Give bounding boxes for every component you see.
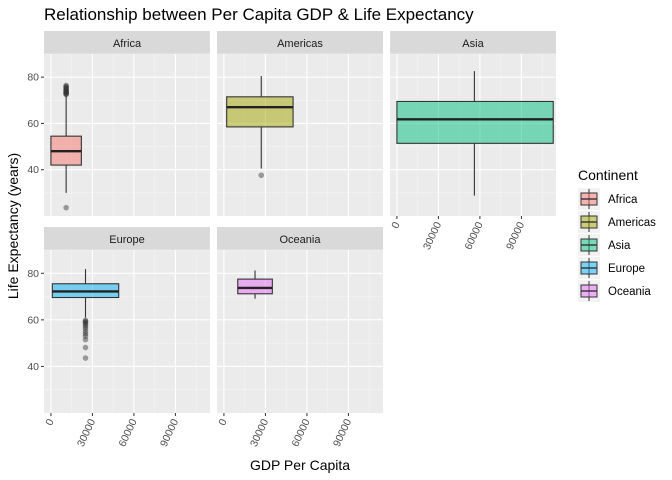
outlier-point-africa: [63, 89, 69, 95]
outlier-point-africa: [63, 90, 69, 97]
x-tick-label: 90000: [331, 417, 354, 449]
y-tick-label: 80: [27, 72, 39, 84]
chart-title: Relationship between Per Capita GDP & Li…: [44, 5, 474, 24]
outlier-point-europe: [82, 336, 89, 343]
facet-strip-americas: [217, 31, 383, 54]
outlier-point-africa: [63, 87, 69, 93]
y-tick-label: 60: [27, 314, 39, 326]
legend-label-asia: Asia: [608, 240, 631, 252]
facet-oceania: Oceania 0 30000 60000 90000: [216, 227, 383, 449]
x-tick-label: 90000: [504, 220, 527, 252]
x-tick-label: 0: [43, 417, 56, 428]
facet-strip-oceania: [217, 227, 383, 250]
outlier-point-europe: [82, 355, 89, 361]
x-axis-title: GDP Per Capita: [250, 457, 350, 473]
outlier-point-europe: [82, 318, 89, 325]
panel-background-europe: [44, 250, 210, 413]
outlier-point-africa: [63, 90, 69, 96]
facet-label-oceania: Oceania: [280, 234, 322, 246]
facet-strip-africa: [44, 31, 210, 54]
legend-item-europe: Europe: [578, 257, 645, 279]
outlier-point-europe: [82, 331, 89, 337]
x-tick-label: 60000: [116, 417, 139, 449]
legend: Continent Africa Americas Asia Europe Oceani…: [578, 167, 656, 302]
y-tick-label: 40: [27, 361, 39, 373]
outlier-point-europe: [82, 322, 89, 328]
outlier-point-africa: [63, 91, 69, 97]
panel-background-oceania: [217, 250, 383, 413]
facet-label-europe: Europe: [109, 234, 144, 246]
y-tick-label: 40: [27, 164, 39, 176]
legend-item-americas: Americas: [578, 211, 656, 233]
legend-label-europe: Europe: [608, 263, 645, 275]
legend-title: Continent: [578, 167, 638, 183]
box-oceania: [237, 278, 273, 295]
panel-background-americas: [217, 54, 383, 216]
outlier-point-europe: [82, 333, 89, 339]
x-tick-label: 60000: [289, 417, 312, 449]
facet-strip-europe: [44, 227, 210, 250]
outlier-point-africa: [63, 88, 69, 94]
outlier-point-europe: [82, 344, 89, 351]
outlier-point-africa: [63, 86, 69, 92]
facet-americas: Americas: [217, 31, 383, 216]
box-asia: [396, 100, 554, 144]
facet-europe: Europe 40 60 80 0 30000 60000 90000: [27, 227, 210, 449]
outlier-point-africa: [63, 84, 69, 91]
facet-label-asia: Asia: [462, 38, 484, 50]
y-tick-label: 80: [27, 268, 39, 280]
panel-background-africa: [44, 54, 210, 216]
legend-item-asia: Asia: [578, 234, 631, 256]
outlier-point-europe: [82, 319, 89, 325]
outlier-point-europe: [82, 320, 89, 327]
x-tick-label: 0: [389, 220, 402, 231]
legend-label-oceania: Oceania: [608, 286, 651, 298]
outlier-point-europe: [82, 317, 89, 324]
box-americas: [226, 96, 294, 128]
outlier-point-africa: [63, 91, 69, 98]
legend-item-africa: Africa: [578, 188, 638, 210]
legend-item-oceania: Oceania: [578, 280, 651, 302]
legend-label-africa: Africa: [608, 194, 638, 206]
outlier-point-africa: [63, 204, 69, 211]
facet-label-africa: Africa: [113, 38, 142, 50]
facet-label-americas: Americas: [277, 38, 323, 50]
x-tick-label: 90000: [158, 417, 181, 449]
facet-strip-asia: [390, 31, 556, 54]
x-tick-label: 30000: [75, 417, 98, 449]
outlier-point-africa: [63, 82, 69, 89]
outlier-point-africa: [63, 85, 69, 92]
y-axis-title: Life Expectancy (years): [5, 153, 21, 299]
legend-label-americas: Americas: [608, 217, 656, 229]
x-tick-label: 0: [216, 417, 229, 428]
outlier-point-africa: [63, 83, 69, 90]
x-tick-label: 60000: [462, 220, 485, 252]
y-tick-label: 60: [27, 118, 39, 130]
x-tick-label: 30000: [248, 417, 271, 449]
outlier-point-americas: [258, 172, 265, 179]
outlier-point-europe: [82, 328, 89, 335]
x-tick-label: 30000: [421, 220, 444, 252]
facet-asia: Asia 0 30000 60000 90000: [389, 31, 556, 252]
facet-panels: Africa 40 60 80 Americas Asia 0 30000 60000 90000…: [27, 31, 556, 449]
outlier-point-africa: [63, 88, 69, 95]
outlier-point-europe: [82, 325, 89, 332]
facet-africa: Africa 40 60 80: [27, 31, 210, 216]
outlier-point-europe: [82, 324, 89, 330]
